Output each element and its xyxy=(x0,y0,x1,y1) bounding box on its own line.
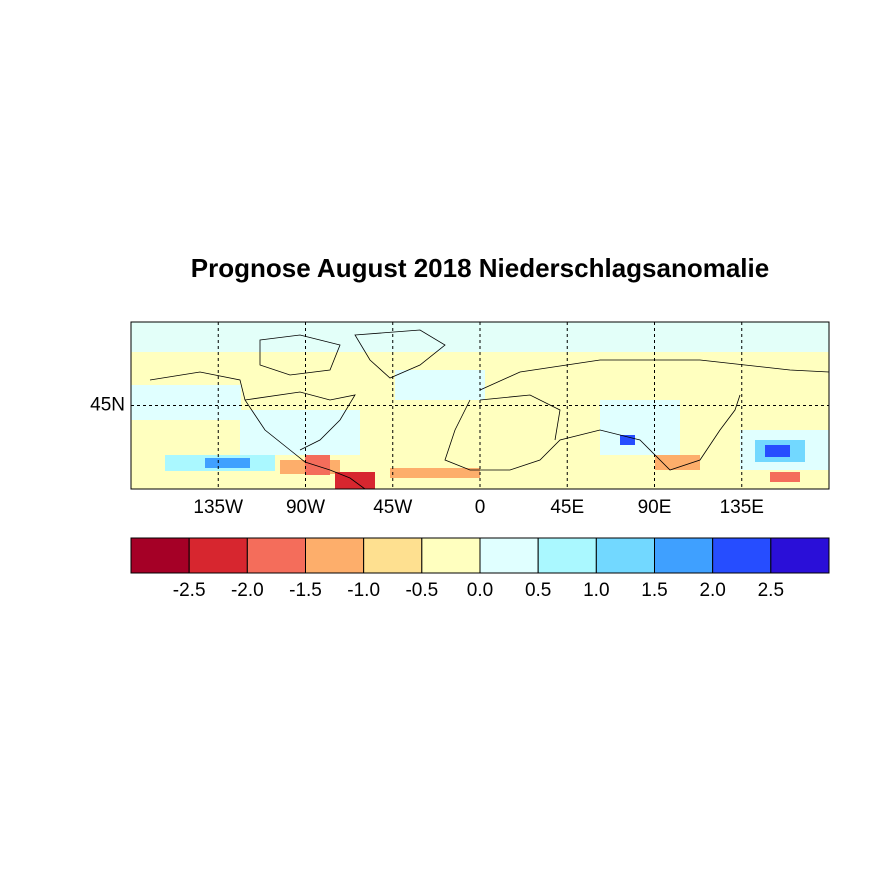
colorbar-tick-label: 2.0 xyxy=(699,580,725,601)
colorbar-bin xyxy=(537,537,597,574)
colorbar-tick-label: 1.5 xyxy=(641,580,667,601)
colorbar-bin xyxy=(246,537,306,574)
colorbar-bin xyxy=(595,537,655,574)
x-tick-label: 0 xyxy=(475,497,486,518)
colorbar-tick-label: 2.5 xyxy=(758,580,784,601)
colorbar-tick-label: -2.0 xyxy=(231,580,264,601)
coastlines xyxy=(149,329,830,490)
colorbar-tick-label: -2.5 xyxy=(173,580,206,601)
x-tick-label: 45E xyxy=(550,497,584,518)
y-tick-label: 45N xyxy=(90,395,125,416)
colorbar-bin xyxy=(479,537,539,574)
x-tick-label: 90E xyxy=(638,497,672,518)
colorbar-tick-label: 0.5 xyxy=(525,580,551,601)
colorbar-tick-label: 0.0 xyxy=(467,580,493,601)
map xyxy=(130,321,830,490)
chart-title: Prognose August 2018 Niederschlagsanomal… xyxy=(191,253,769,283)
colorbar-tick-label: -1.5 xyxy=(289,580,322,601)
x-tick-label: 135E xyxy=(720,497,764,518)
colorbar-bin xyxy=(654,537,714,574)
x-tick-label: 135W xyxy=(193,497,243,518)
colorbar-tick-label: -0.5 xyxy=(405,580,438,601)
colorbar-bin xyxy=(305,537,365,574)
colorbar-tick-label: 1.0 xyxy=(583,580,609,601)
colorbar-bin xyxy=(130,537,190,574)
colorbar: -2.5 -2.0 -1.5 -1.0 -0.5 0.0 0.5 1.0 1.5 2.0 2.5 xyxy=(130,537,830,601)
colorbar-bin xyxy=(188,537,248,574)
colorbar-bin xyxy=(712,537,772,574)
colorbar-bin xyxy=(770,537,830,574)
x-tick-label: 45W xyxy=(373,497,412,518)
x-tick-label: 90W xyxy=(286,497,325,518)
colorbar-bin xyxy=(363,537,423,574)
colorbar-bin xyxy=(421,537,481,574)
colorbar-tick-label: -1.0 xyxy=(347,580,380,601)
